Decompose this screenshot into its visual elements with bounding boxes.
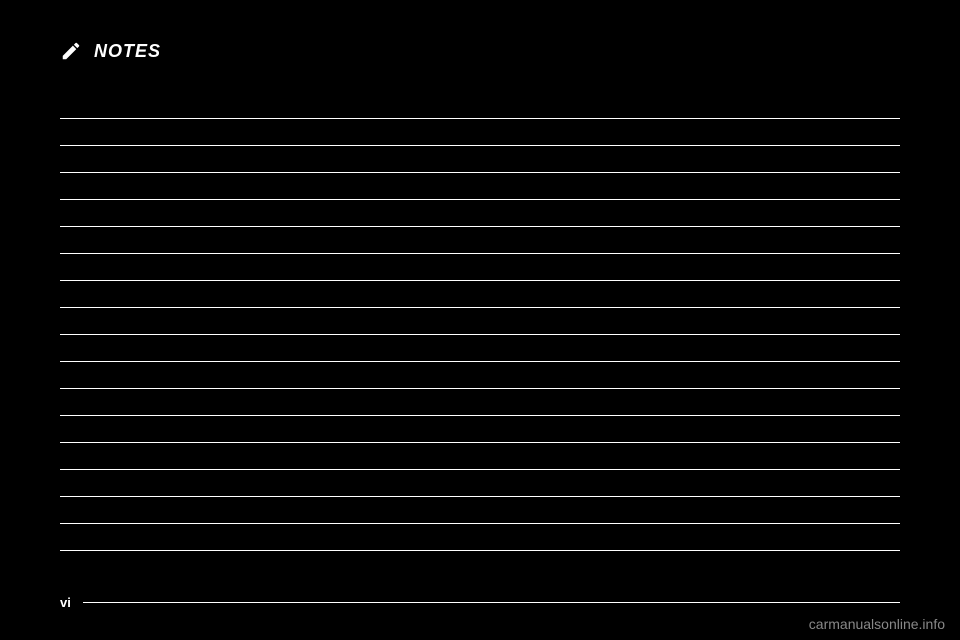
note-line [60, 416, 900, 443]
note-line [60, 254, 900, 281]
note-line [60, 362, 900, 389]
note-line [60, 308, 900, 335]
footer: vi [60, 595, 900, 610]
note-line [60, 200, 900, 227]
note-line [60, 335, 900, 362]
note-line [60, 497, 900, 524]
note-line [60, 443, 900, 470]
note-line [60, 119, 900, 146]
page-container: NOTES vi [0, 0, 960, 640]
note-line [60, 389, 900, 416]
header: NOTES [60, 40, 900, 62]
note-line [60, 173, 900, 200]
note-line [60, 524, 900, 551]
notes-lines-container [60, 92, 900, 551]
note-line [60, 227, 900, 254]
note-line [60, 92, 900, 119]
note-line [60, 470, 900, 497]
page-title: NOTES [94, 41, 161, 62]
page-number: vi [60, 595, 71, 610]
note-line [60, 281, 900, 308]
note-line [60, 146, 900, 173]
pencil-icon [60, 40, 82, 62]
watermark: carmanualsonline.info [809, 616, 945, 632]
footer-line [83, 602, 900, 603]
